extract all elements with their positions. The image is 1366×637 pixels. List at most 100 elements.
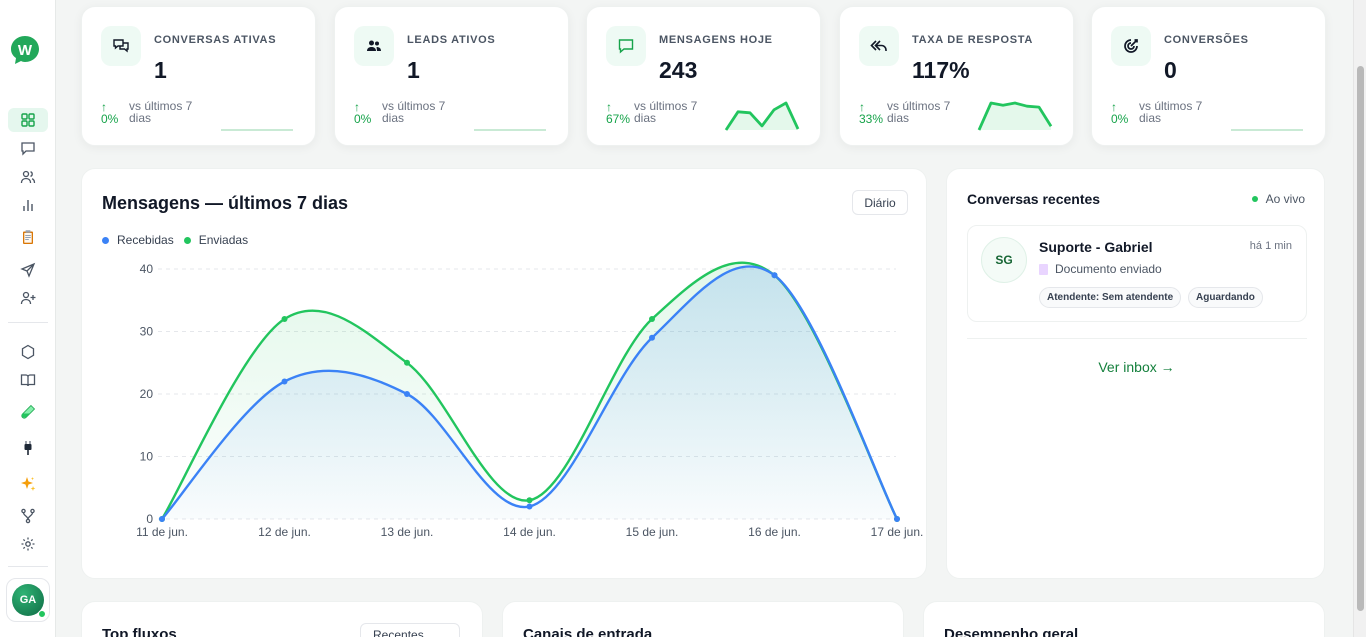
stat-value: 1 — [154, 57, 167, 83]
y-tick-label: 40 — [140, 262, 154, 276]
reply-all-icon — [870, 40, 887, 51]
data-point — [649, 334, 655, 341]
conversation-time: há 1 min — [1249, 240, 1292, 252]
bar-chart-icon — [23, 200, 33, 211]
users-icon — [367, 40, 381, 51]
user-menu[interactable]: GA — [6, 578, 50, 622]
logo-letter: W — [18, 42, 33, 59]
sidebar-divider — [8, 322, 48, 323]
series-area — [162, 266, 897, 519]
page-scrollbar[interactable] — [1353, 0, 1366, 637]
sparkline-line — [977, 101, 1053, 131]
x-tick-label: 13 de jun. — [381, 525, 434, 539]
view-inbox-link[interactable]: Ver inbox → — [1098, 359, 1175, 375]
messages-line-chart: 0 10 20 30 40 11 de jun. 12 de jun. 13 de jun. 1… — [136, 261, 924, 539]
x-tick-label: 16 de jun. — [748, 525, 801, 539]
legend-dot-icon — [102, 236, 109, 244]
legend-dot-icon — [183, 236, 191, 244]
stat-change: 0% — [101, 112, 119, 126]
logo-icon[interactable]: W — [9, 34, 41, 66]
stat-change: 67% — [606, 112, 631, 126]
grid-icon — [21, 113, 35, 127]
test-tube-icon — [21, 404, 36, 419]
y-tick-label: 20 — [140, 387, 154, 401]
conversation-preview: Documento enviado — [1039, 262, 1162, 276]
period-select-button[interactable]: Diário — [852, 190, 908, 215]
send-icon — [20, 262, 36, 278]
top-flows-card: Top fluxos Recentes — [81, 601, 483, 637]
status-badge: Aguardando — [1188, 287, 1263, 308]
top-flows-title: Top fluxos — [102, 626, 177, 637]
top-flows-filter-select[interactable]: Recentes — [360, 623, 460, 637]
nav-add-user[interactable] — [8, 286, 48, 310]
stat-compare-label: vs últimos 7 dias — [382, 99, 446, 125]
nav-reports[interactable] — [8, 193, 48, 217]
x-tick-label: 17 de jun. — [871, 525, 924, 539]
stat-label: LEADS ATIVOS — [407, 34, 496, 46]
data-point — [894, 516, 900, 522]
plug-icon — [24, 441, 32, 455]
conversation-item[interactable]: SG Suporte - Gabriel há 1 min Documento … — [967, 225, 1307, 322]
message-square-icon — [618, 39, 634, 54]
data-point — [526, 497, 533, 504]
messages-chart-card: 0 10 20 30 40 11 de jun. 12 de jun. 13 de jun. 1… — [81, 168, 927, 579]
nav-plugins[interactable] — [8, 436, 48, 460]
nav-campaigns[interactable] — [8, 258, 48, 282]
trend-up-icon: ↑ — [1111, 100, 1117, 114]
stat-change: 0% — [354, 112, 372, 126]
nav-contacts[interactable] — [8, 165, 48, 189]
data-point — [404, 359, 410, 366]
nav-dashboard[interactable] — [8, 108, 48, 132]
legend-received[interactable]: Recebidas — [102, 233, 174, 247]
nav-conversations[interactable] — [8, 136, 48, 160]
stat-icon-box — [101, 26, 141, 66]
sparkline — [977, 101, 1053, 131]
recent-conversations-card: Conversas recentes Ao vivo SG Suporte - … — [946, 168, 1325, 579]
chart-title: Mensagens — últimos 7 dias — [102, 193, 349, 213]
sidebar-divider — [8, 566, 48, 567]
trend-up-icon: ↑ — [859, 100, 865, 114]
nav-flows[interactable] — [8, 504, 48, 528]
scrollbar-thumb[interactable] — [1357, 66, 1364, 611]
live-label: Ao vivo — [1265, 192, 1305, 206]
chat-bubbles-icon — [113, 39, 129, 53]
stat-compare-label: vs últimos 7 dias — [129, 99, 193, 125]
data-point — [404, 391, 410, 397]
y-tick-label: 10 — [140, 450, 154, 464]
stat-icon-box — [859, 26, 899, 66]
legend-sent-label: Enviadas — [198, 233, 249, 247]
nav-tests[interactable] — [8, 400, 48, 424]
stat-card-active-conversations: CONVERSAS ATIVAS 1 ↑ 0% vs últimos 7 dia… — [81, 6, 316, 146]
stat-value: 243 — [659, 57, 698, 83]
legend-received-label: Recebidas — [117, 233, 174, 247]
avatar[interactable]: GA — [12, 584, 44, 616]
channels-title: Canais de entrada — [523, 626, 653, 637]
stat-value: 0 — [1164, 57, 1177, 83]
nav-clipboard[interactable] — [8, 225, 48, 249]
trend-up-icon: ↑ — [354, 100, 360, 114]
users-icon — [20, 170, 36, 184]
legend-sent[interactable]: Enviadas — [183, 233, 249, 247]
x-tick-label: 11 de jun. — [136, 525, 188, 539]
x-tick-label: 14 de jun. — [503, 525, 556, 539]
stat-card-active-leads: LEADS ATIVOS 1 ↑ 0% vs últimos 7 dias — [334, 6, 569, 146]
trend-up-icon: ↑ — [101, 100, 107, 114]
hexagon-icon — [21, 344, 35, 360]
nav-ai[interactable] — [8, 472, 48, 496]
nav-knowledge[interactable] — [8, 368, 48, 392]
clipboard-icon — [23, 230, 33, 244]
branch-icon — [21, 508, 35, 524]
data-point — [649, 316, 655, 322]
nav-settings[interactable] — [8, 532, 48, 556]
sparkline — [474, 129, 546, 131]
stat-compare-label: vs últimos 7 dias — [634, 99, 698, 125]
stat-change: 33% — [859, 112, 884, 126]
channels-card: Canais de entrada — [502, 601, 904, 637]
nav-integrations[interactable] — [8, 340, 48, 364]
sparkles-icon — [21, 477, 36, 491]
online-status-dot — [38, 610, 46, 618]
chat-icon — [21, 142, 35, 156]
gear-icon — [21, 537, 35, 551]
x-tick-label: 12 de jun. — [258, 525, 311, 539]
stat-change: 0% — [1111, 112, 1129, 126]
